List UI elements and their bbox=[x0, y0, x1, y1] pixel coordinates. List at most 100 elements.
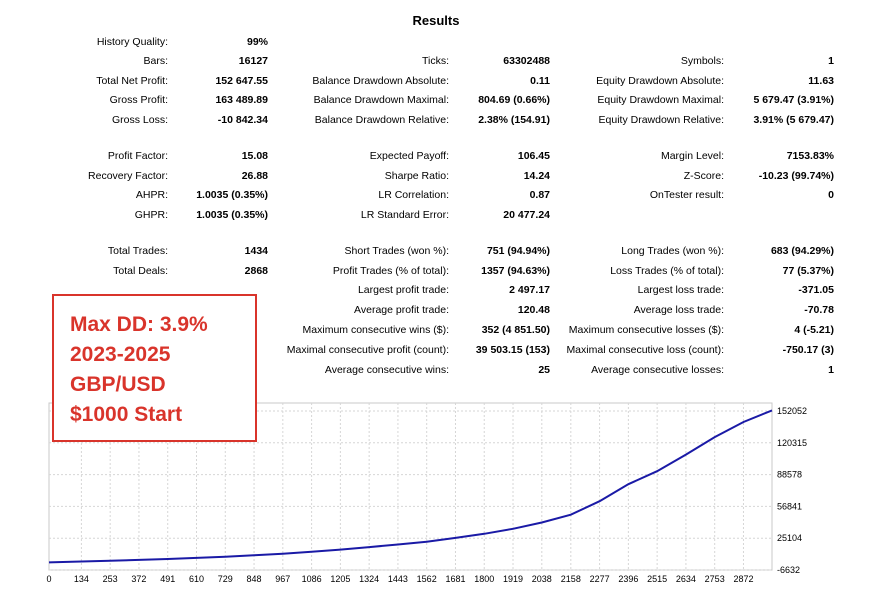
callout-start-balance: $1000 Start bbox=[70, 403, 183, 426]
stat-label: Total Trades: bbox=[107, 245, 168, 257]
stat-label: Recovery Factor: bbox=[88, 170, 168, 182]
stat-value: 1357 (94.63%) bbox=[481, 265, 550, 277]
x-tick-label: 729 bbox=[218, 574, 233, 584]
x-tick-label: 2277 bbox=[590, 574, 610, 584]
balance-line bbox=[48, 409, 773, 564]
stat-label: Balance Drawdown Relative: bbox=[314, 114, 449, 126]
stat-value: 152 647.55 bbox=[215, 75, 268, 87]
stat-label: Balance Drawdown Maximal: bbox=[313, 94, 449, 106]
callout-period: 2023-2025 bbox=[70, 343, 171, 366]
results-title: Results bbox=[412, 13, 460, 28]
x-tick-label: 1205 bbox=[330, 574, 350, 584]
x-tick-label: 610 bbox=[189, 574, 204, 584]
x-tick-label: 2038 bbox=[532, 574, 552, 584]
x-tick-label: 2753 bbox=[705, 574, 725, 584]
y-tick-label: 152052 bbox=[777, 406, 807, 416]
x-tick-label: 1800 bbox=[474, 574, 494, 584]
stat-label: Maximum consecutive wins ($): bbox=[302, 324, 449, 336]
x-tick-label: 1681 bbox=[445, 574, 465, 584]
stat-value: -750.17 (3) bbox=[782, 344, 834, 356]
stat-label: Expected Payoff: bbox=[369, 150, 449, 162]
stat-label: Z-Score: bbox=[683, 170, 724, 182]
stat-value: 16127 bbox=[238, 55, 268, 67]
stat-value: -371.05 bbox=[798, 284, 834, 296]
stat-label: Loss Trades (% of total): bbox=[610, 265, 724, 277]
stat-value: 1 bbox=[828, 364, 834, 376]
x-tick-label: 2872 bbox=[733, 574, 753, 584]
y-tick-label: 120315 bbox=[777, 438, 807, 448]
x-tick-label: 1919 bbox=[503, 574, 523, 584]
stat-value: 1.0035 (0.35%) bbox=[196, 209, 268, 221]
stat-value: 7153.83% bbox=[786, 150, 834, 162]
stat-value: 77 (5.37%) bbox=[782, 265, 834, 277]
stat-label: Average consecutive losses: bbox=[591, 364, 724, 376]
x-tick-label: 2396 bbox=[618, 574, 638, 584]
y-tick-label: 88578 bbox=[777, 470, 802, 480]
stat-label: Maximal consecutive loss (count): bbox=[566, 344, 724, 356]
y-tick-label: 25104 bbox=[777, 533, 802, 543]
x-tick-label: 253 bbox=[103, 574, 118, 584]
x-tick-label: 372 bbox=[131, 574, 146, 584]
stat-label: Average consecutive wins: bbox=[324, 364, 449, 376]
stat-value: 99% bbox=[246, 36, 268, 48]
stat-label: Gross Loss: bbox=[111, 114, 168, 126]
stat-value: 25 bbox=[538, 364, 550, 376]
stat-label: Average loss trade: bbox=[633, 304, 724, 316]
stat-label: History Quality: bbox=[96, 36, 168, 48]
stat-label: Profit Factor: bbox=[107, 150, 168, 162]
stat-value: 15.08 bbox=[241, 150, 268, 162]
stat-value: 39 503.15 (153) bbox=[475, 344, 550, 356]
stat-value: 163 489.89 bbox=[215, 94, 268, 106]
y-tick-label: -6632 bbox=[777, 565, 800, 575]
stat-value: 5 679.47 (3.91%) bbox=[753, 94, 834, 106]
stat-value: 14.24 bbox=[523, 170, 550, 182]
stat-label: OnTester result: bbox=[649, 189, 724, 201]
stat-value: -70.78 bbox=[804, 304, 834, 316]
stat-label: Total Deals: bbox=[113, 265, 168, 277]
stat-value: 804.69 (0.66%) bbox=[478, 94, 550, 106]
stat-value: 2.38% (154.91) bbox=[478, 114, 550, 126]
stat-value: 0.87 bbox=[529, 189, 550, 201]
stat-label: Largest profit trade: bbox=[357, 284, 449, 296]
stat-label: LR Correlation: bbox=[378, 189, 449, 201]
stat-value: 3.91% (5 679.47) bbox=[753, 114, 834, 126]
x-tick-label: 134 bbox=[74, 574, 89, 584]
stat-label: Sharpe Ratio: bbox=[384, 170, 449, 182]
stat-label: Equity Drawdown Relative: bbox=[598, 114, 724, 126]
stat-label: Long Trades (won %): bbox=[621, 245, 724, 257]
stat-value: -10 842.34 bbox=[217, 114, 268, 126]
x-tick-label: 1562 bbox=[417, 574, 437, 584]
stat-label: Equity Drawdown Maximal: bbox=[597, 94, 724, 106]
stat-label: Ticks: bbox=[421, 55, 449, 67]
stat-label: Largest loss trade: bbox=[637, 284, 724, 296]
x-tick-label: 1324 bbox=[359, 574, 379, 584]
stat-value: 26.88 bbox=[241, 170, 268, 182]
stat-value: 0 bbox=[828, 189, 834, 201]
stat-value: 751 (94.94%) bbox=[486, 245, 550, 257]
x-tick-label: 0 bbox=[46, 574, 51, 584]
stat-value: 63302488 bbox=[503, 55, 550, 67]
stat-value: 683 (94.29%) bbox=[770, 245, 834, 257]
stat-value: -10.23 (99.74%) bbox=[758, 170, 834, 182]
stat-label: Gross Profit: bbox=[109, 94, 168, 106]
x-tick-label: 967 bbox=[275, 574, 290, 584]
stat-label: AHPR: bbox=[135, 189, 168, 201]
results-stats: History Quality: 99% Bars: 16127 Total Net P… bbox=[88, 36, 834, 376]
x-tick-label: 2515 bbox=[647, 574, 667, 584]
stat-label: Balance Drawdown Absolute: bbox=[312, 75, 449, 87]
stat-value: 120.48 bbox=[517, 304, 550, 316]
annotation-callout: Max DD: 3.9% 2023-2025 GBP/USD $1000 Sta… bbox=[52, 294, 257, 442]
stat-label: Margin Level: bbox=[660, 150, 724, 162]
stat-value: 4 (-5.21) bbox=[794, 324, 834, 336]
stat-label: Average profit trade: bbox=[354, 304, 449, 316]
stat-label: Bars: bbox=[143, 55, 168, 67]
stat-label: Equity Drawdown Absolute: bbox=[596, 75, 724, 87]
x-tick-label: 2158 bbox=[561, 574, 581, 584]
stat-label: Profit Trades (% of total): bbox=[332, 265, 449, 277]
y-tick-label: 56841 bbox=[777, 501, 802, 511]
stat-label: Symbols: bbox=[680, 55, 724, 67]
x-tick-label: 1086 bbox=[302, 574, 322, 584]
stat-value: 0.11 bbox=[530, 75, 550, 87]
stat-value: 2 497.17 bbox=[509, 284, 550, 296]
stat-label: Total Net Profit: bbox=[96, 75, 168, 87]
